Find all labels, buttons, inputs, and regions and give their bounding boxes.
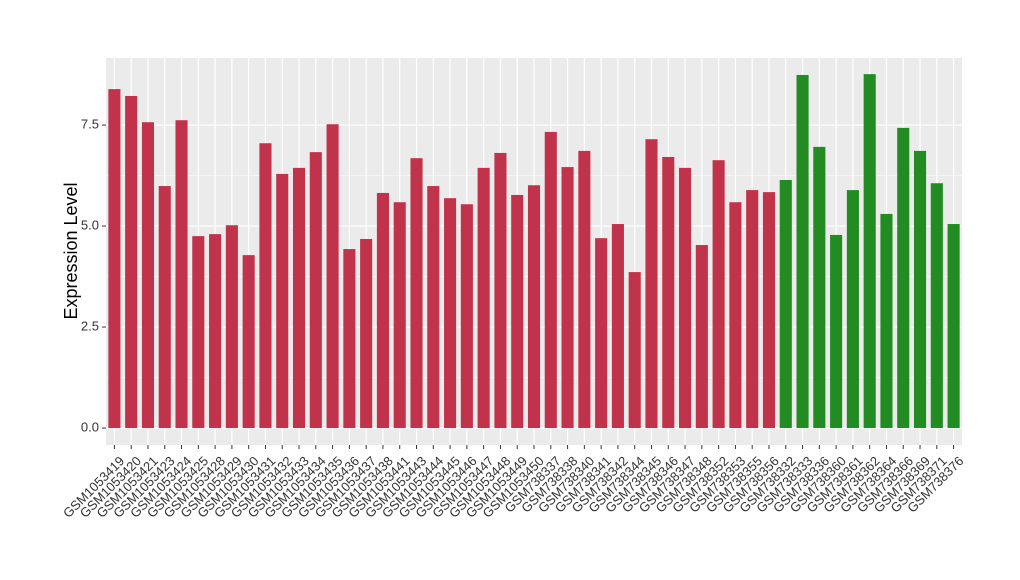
bar <box>913 150 927 429</box>
bar <box>762 192 776 429</box>
bar <box>460 204 473 429</box>
bar <box>695 245 708 429</box>
y-axis-title: Expression Level <box>61 182 81 319</box>
bar <box>376 192 389 429</box>
bar <box>410 158 423 429</box>
bar <box>393 202 406 429</box>
bar <box>175 120 188 429</box>
bar <box>292 167 306 429</box>
bar <box>712 160 725 429</box>
bar <box>863 74 876 429</box>
bar <box>326 124 339 429</box>
bar <box>309 152 322 429</box>
bar <box>276 173 289 429</box>
bar <box>527 185 541 429</box>
bar <box>242 255 255 429</box>
bar <box>796 74 809 429</box>
bar <box>830 234 843 429</box>
bar <box>947 224 960 429</box>
bar <box>141 122 155 429</box>
bar <box>846 190 859 429</box>
bar <box>108 89 121 429</box>
bar <box>158 186 171 429</box>
bar <box>444 198 457 429</box>
bar <box>645 139 658 429</box>
bar <box>494 152 507 429</box>
bar <box>427 186 440 429</box>
y-tick-label: 7.5 <box>81 116 99 131</box>
bar <box>729 202 742 429</box>
bar <box>511 194 524 429</box>
bar <box>779 179 792 429</box>
bar <box>343 249 356 429</box>
bar <box>611 224 624 429</box>
bar <box>897 127 910 429</box>
bar <box>746 190 759 429</box>
bar <box>662 156 675 429</box>
bar <box>679 167 692 429</box>
bar <box>225 225 238 429</box>
bar <box>259 143 272 429</box>
bar <box>813 146 826 429</box>
y-tick-label: 0.0 <box>81 419 99 434</box>
y-tick-label: 2.5 <box>81 318 99 333</box>
bar <box>125 95 138 429</box>
bar <box>880 213 893 429</box>
bar <box>360 238 373 429</box>
bar <box>561 167 574 429</box>
bar <box>544 131 557 429</box>
bar <box>628 272 641 429</box>
bar <box>209 234 222 429</box>
bar <box>477 167 490 429</box>
bar <box>578 150 591 429</box>
y-tick-label: 5.0 <box>81 217 99 232</box>
bar <box>930 183 943 429</box>
bar <box>192 236 205 429</box>
bar <box>595 238 608 429</box>
